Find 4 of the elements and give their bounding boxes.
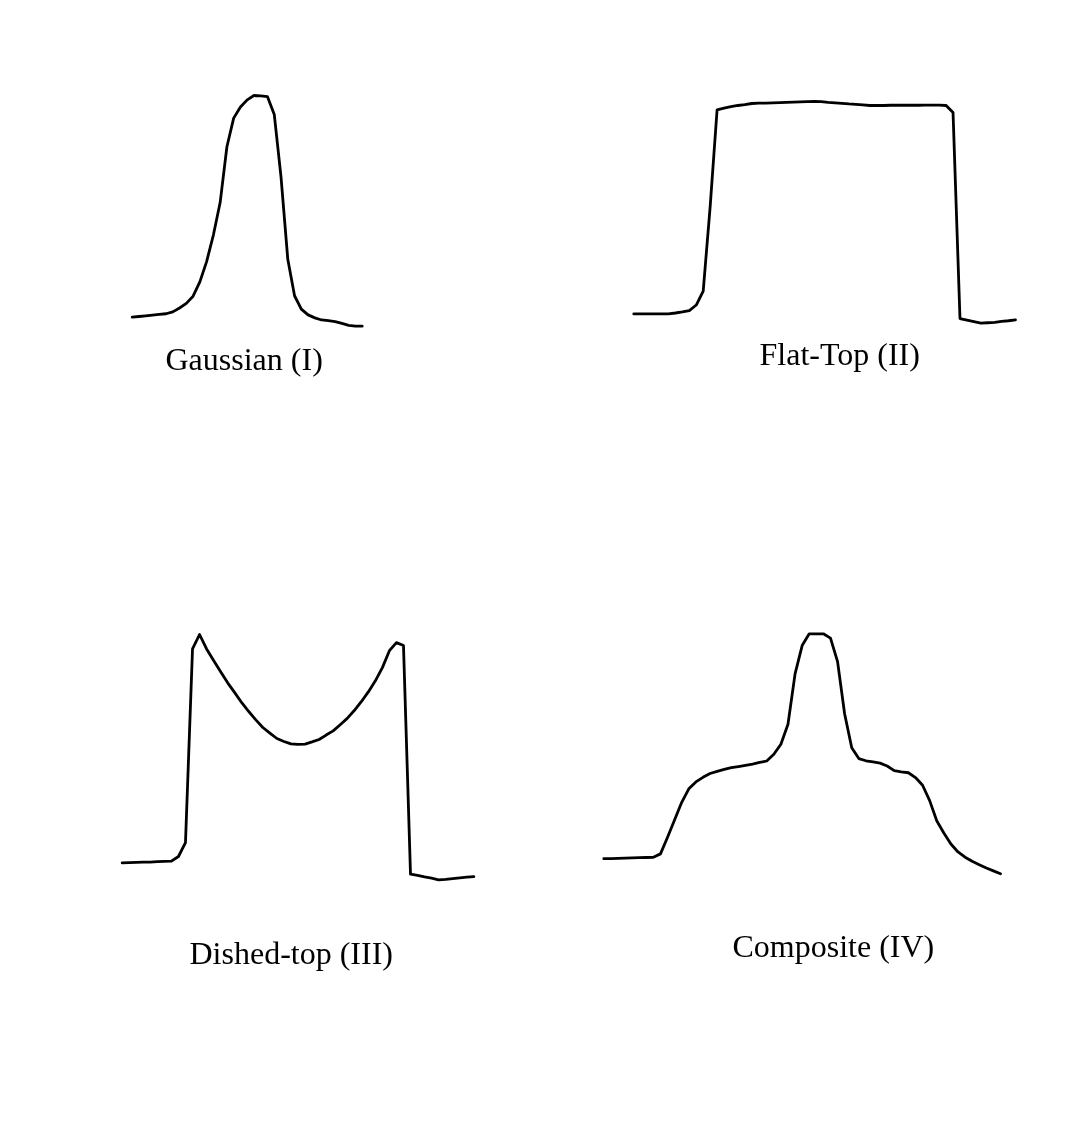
- text: Flat-Top (II): [759, 335, 920, 372]
- text: Gaussian (I): [165, 341, 323, 378]
- text: Dished-top (III): [189, 934, 393, 971]
- text: Composite (IV): [732, 927, 935, 964]
